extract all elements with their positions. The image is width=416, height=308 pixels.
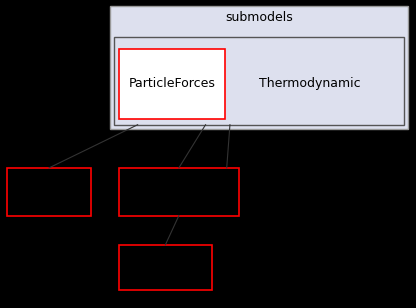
FancyBboxPatch shape bbox=[119, 168, 239, 216]
Text: submodels: submodels bbox=[225, 11, 293, 24]
FancyBboxPatch shape bbox=[119, 245, 212, 290]
Text: ParticleForces: ParticleForces bbox=[129, 77, 215, 90]
Text: Thermodynamic: Thermodynamic bbox=[259, 77, 361, 90]
FancyBboxPatch shape bbox=[110, 6, 408, 129]
FancyBboxPatch shape bbox=[119, 49, 225, 119]
FancyBboxPatch shape bbox=[114, 37, 404, 125]
FancyBboxPatch shape bbox=[7, 168, 91, 216]
